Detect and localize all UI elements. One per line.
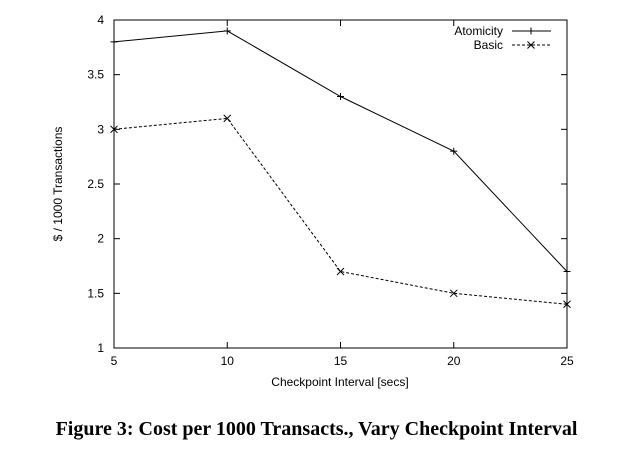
figure-caption: Figure 3: Cost per 1000 Transacts., Vary… [55,418,578,440]
series-basic [110,114,571,309]
y-tick-label: 2 [97,232,104,246]
x-tick-label: 15 [334,354,348,368]
x-tick-label: 5 [111,354,118,368]
legend-label-atomicity: Atomicity [454,24,503,38]
y-tick-label: 1 [97,341,104,355]
series-line-atomicity [113,30,568,272]
y-axis-title: $ / 1000 Transactions [51,127,65,242]
x-tick-label: 10 [221,354,235,368]
series-line-basic [113,117,568,305]
point-basic [336,267,345,276]
y-tick-label: 4 [97,13,104,27]
point-basic [449,289,458,298]
axis-ticks: 1 1.5 2 2.5 3 3.5 4 5 10 15 20 25 [87,13,574,368]
point-basic [110,125,118,134]
legend-marker-basic [527,41,535,49]
y-tick-label: 3.5 [87,68,104,82]
legend-label-basic: Basic [474,38,503,52]
y-tick-label: 2.5 [87,177,104,191]
x-tick-label: 20 [447,354,461,368]
series-atomicity [110,27,571,275]
x-axis-title: Checkpoint Interval [secs] [271,375,408,389]
line-chart: 1 1.5 2 2.5 3 3.5 4 5 10 15 20 25 Checkpoint Interv… [51,13,574,389]
x-tick-label: 25 [560,354,574,368]
plot-frame [113,19,568,349]
point-basic [223,114,232,123]
y-tick-label: 1.5 [87,286,104,300]
y-tick-label: 3 [97,122,104,136]
point-basic [563,300,571,309]
series-layer [110,27,571,309]
